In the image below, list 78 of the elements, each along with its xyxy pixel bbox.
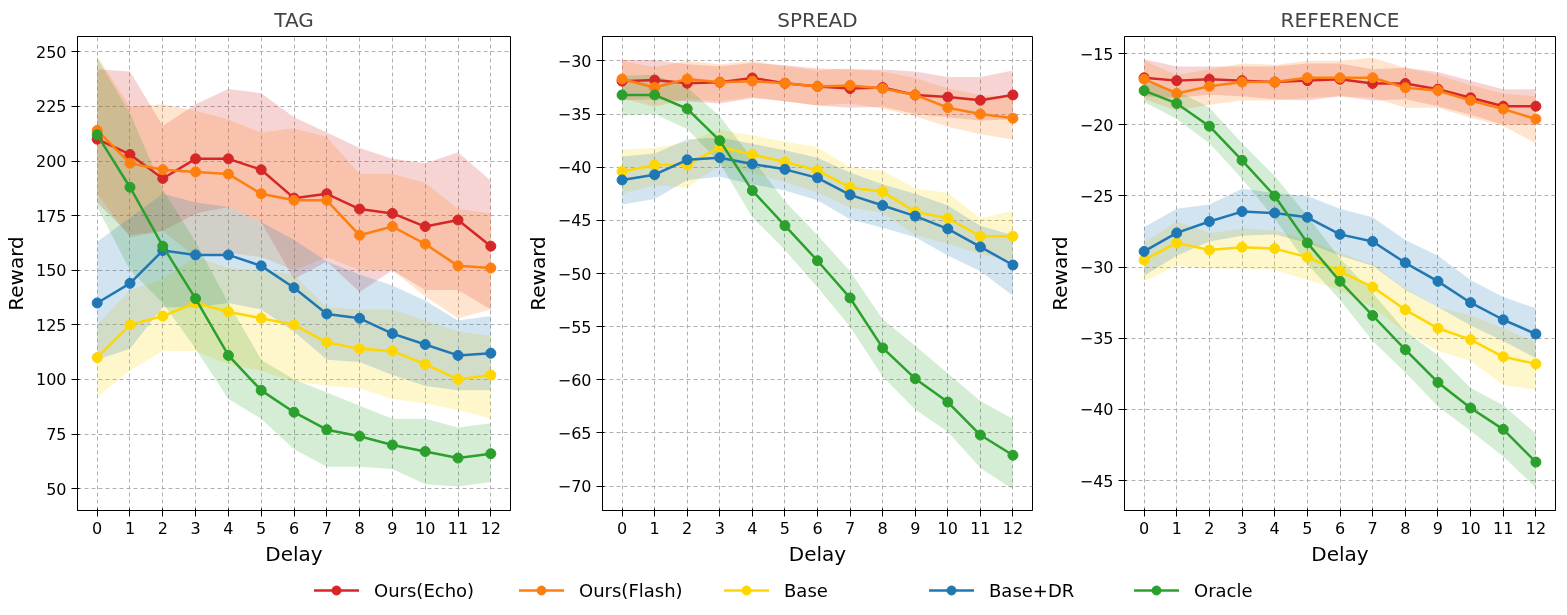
x-tick-label: 9 bbox=[910, 518, 921, 538]
y-tick-label: −30 bbox=[557, 51, 592, 71]
y-tick-label: −20 bbox=[1079, 115, 1114, 135]
x-tick-label: 5 bbox=[1302, 518, 1313, 538]
y-tick-label: −55 bbox=[557, 317, 592, 337]
x-tick-label: 4 bbox=[223, 518, 234, 538]
x-tick-label: 3 bbox=[190, 518, 201, 538]
x-tick-label: 1 bbox=[124, 518, 136, 538]
x-tick-label: 11 bbox=[1493, 518, 1514, 538]
x-tick-label: 4 bbox=[1269, 518, 1280, 538]
x-tick-label: 5 bbox=[779, 518, 791, 538]
x-tick-label: 3 bbox=[1236, 518, 1248, 538]
y-tick-label: −65 bbox=[557, 423, 592, 443]
y-tick-label: 75 bbox=[46, 425, 67, 445]
x-tick-label: 0 bbox=[616, 518, 628, 538]
y-tick-label: −15 bbox=[1079, 44, 1114, 64]
x-tick-label: 12 bbox=[1002, 518, 1024, 538]
y-tick-label: −35 bbox=[557, 105, 592, 125]
legend-label: Ours(Echo) bbox=[374, 580, 475, 601]
x-tick-label: 9 bbox=[1432, 518, 1444, 538]
x-tick-label: 10 bbox=[937, 518, 958, 538]
legend-label: Base bbox=[784, 580, 828, 601]
y-tick-label: −35 bbox=[1079, 329, 1114, 349]
y-tick-label: 225 bbox=[35, 97, 67, 117]
chart-title: TAG bbox=[273, 7, 314, 32]
y-tick-label: −30 bbox=[1079, 258, 1114, 278]
x-axis-title: Delay bbox=[1311, 541, 1369, 566]
x-tick-label: 3 bbox=[714, 518, 725, 538]
x-tick-label: 10 bbox=[1460, 518, 1481, 538]
legend-label: Base+DR bbox=[989, 580, 1075, 601]
chart-title: REFERENCE bbox=[1280, 7, 1400, 32]
x-tick-label: 12 bbox=[480, 518, 501, 538]
x-tick-label: 0 bbox=[92, 518, 103, 538]
x-tick-label: 1 bbox=[1171, 518, 1182, 538]
y-tick-label: −25 bbox=[1079, 186, 1114, 206]
x-axis-title: Delay bbox=[788, 541, 847, 566]
x-axis-title: Delay bbox=[265, 541, 323, 566]
y-tick-label: −70 bbox=[557, 477, 592, 497]
y-tick-label: 250 bbox=[35, 42, 67, 62]
x-tick-label: 11 bbox=[970, 518, 991, 538]
x-tick-label: 5 bbox=[256, 518, 267, 538]
y-tick-label: 50 bbox=[46, 479, 67, 499]
y-tick-label: −40 bbox=[557, 158, 592, 178]
x-tick-label: 10 bbox=[415, 518, 436, 538]
legend-label: Ours(Flash) bbox=[579, 580, 683, 601]
y-tick-label: −45 bbox=[557, 211, 592, 231]
x-tick-label: 2 bbox=[157, 518, 168, 538]
x-tick-label: 9 bbox=[387, 518, 398, 538]
y-tick-label: −60 bbox=[557, 370, 592, 390]
x-tick-label: 4 bbox=[747, 518, 758, 538]
x-tick-label: 7 bbox=[1367, 518, 1378, 538]
x-tick-label: 8 bbox=[1400, 518, 1411, 538]
x-tick-label: 1 bbox=[649, 518, 660, 538]
x-tick-label: 2 bbox=[1204, 518, 1215, 538]
x-tick-label: 8 bbox=[354, 518, 365, 538]
x-tick-label: 6 bbox=[288, 518, 300, 538]
y-axis-title: Reward bbox=[1047, 236, 1072, 311]
y-axis-title: Reward bbox=[3, 236, 28, 311]
legend-label: Oracle bbox=[1194, 580, 1253, 601]
y-tick-label: 100 bbox=[35, 370, 67, 390]
x-tick-label: 6 bbox=[812, 518, 823, 538]
y-axis-title: Reward bbox=[525, 236, 550, 311]
x-tick-label: 6 bbox=[1334, 518, 1346, 538]
x-tick-label: 0 bbox=[1139, 518, 1150, 538]
x-tick-label: 7 bbox=[321, 518, 332, 538]
x-tick-label: 12 bbox=[1525, 518, 1547, 538]
y-tick-label: 125 bbox=[35, 315, 67, 335]
x-tick-label: 8 bbox=[877, 518, 888, 538]
y-tick-label: 175 bbox=[35, 206, 67, 226]
x-tick-label: 7 bbox=[844, 518, 856, 538]
y-tick-label: −45 bbox=[1079, 471, 1114, 491]
chart-title: SPREAD bbox=[777, 7, 858, 32]
x-tick-label: 2 bbox=[682, 518, 693, 538]
y-tick-label: 150 bbox=[35, 261, 67, 281]
x-tick-label: 11 bbox=[447, 518, 469, 538]
y-tick-label: −50 bbox=[557, 264, 592, 284]
y-tick-label: −40 bbox=[1079, 400, 1114, 420]
y-tick-label: 200 bbox=[35, 152, 67, 172]
